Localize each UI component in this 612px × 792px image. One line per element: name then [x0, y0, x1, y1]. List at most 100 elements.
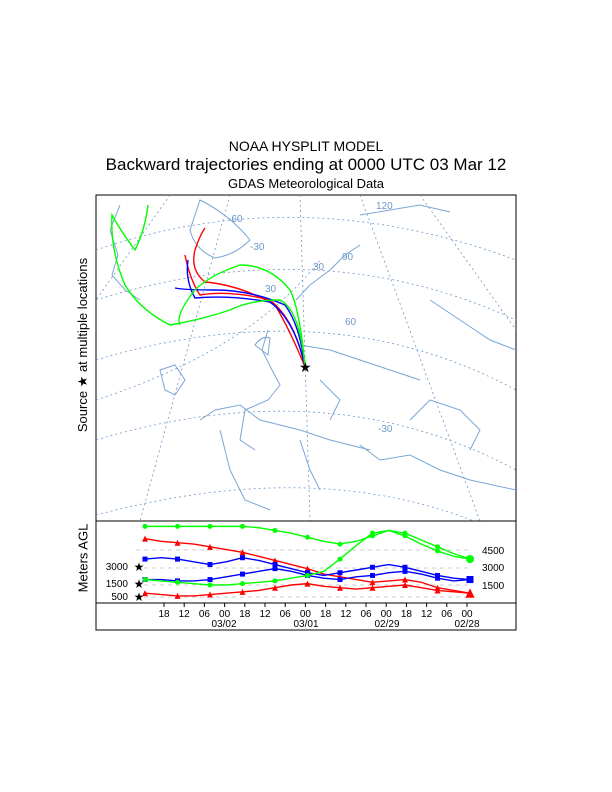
grid-label: -60: [228, 214, 243, 225]
x-tick-label: 12: [421, 609, 433, 620]
date-label: 02/29: [374, 619, 399, 630]
start-star-icon: ★: [134, 590, 145, 604]
grid-label: 30: [265, 284, 277, 295]
x-tick-label: 12: [340, 609, 352, 620]
agl-data-point: [435, 548, 440, 554]
grid-label: 30: [313, 262, 325, 273]
agl-data-point: [370, 564, 375, 570]
x-tick-label: 00: [381, 609, 393, 620]
date-label: 03/01: [293, 619, 318, 630]
agl-frame: [95, 520, 517, 631]
start-height-labels: 500 ★ 1500 ★ 3000 ★: [106, 560, 145, 604]
x-tick-label: 18: [401, 609, 413, 620]
agl-data-point: [305, 534, 310, 540]
agl-data-point: [305, 570, 310, 576]
map-panel: 120 90 -30 30 60 -30 -60 30 ★: [95, 194, 517, 522]
agl-data-point: [370, 572, 375, 578]
date-label: 02/28: [454, 619, 479, 630]
agl-data-point: [369, 584, 376, 591]
map-frame: [95, 194, 517, 522]
agl-data-point: [272, 557, 278, 564]
agl-data-point: [142, 535, 148, 542]
start-star-icon: ★: [134, 560, 145, 574]
agl-data-point: [402, 582, 408, 588]
agl-data-point: [272, 578, 278, 584]
agl-series-line: [145, 525, 471, 560]
agl-data-point: [304, 565, 311, 572]
agl-data-point: [402, 568, 408, 574]
agl-data-point: [142, 577, 148, 583]
grid-label: -30: [378, 424, 393, 435]
agl-data-point: [370, 530, 375, 536]
agl-data-point: [240, 523, 245, 529]
agl-data-point: [175, 556, 180, 562]
agl-data-point: [337, 570, 343, 576]
source-star: ★: [299, 359, 312, 375]
start-star-icon: ★: [134, 577, 145, 591]
end-height-label: 3000: [482, 563, 505, 574]
x-tick-label: 06: [360, 609, 372, 620]
map-trajectories: [111, 204, 306, 368]
grid-label: -30: [250, 242, 265, 253]
agl-data-point: [174, 539, 181, 546]
map-trajectory-green-b: [111, 204, 306, 368]
agl-data-point: [465, 588, 475, 598]
agl-data-point: [466, 576, 474, 584]
agl-data-point: [207, 543, 213, 550]
map-trajectory-blue-b: [186, 259, 306, 368]
x-tick-label: 06: [199, 609, 211, 620]
grid-label: 120: [376, 201, 393, 212]
agl-data-point: [304, 580, 311, 587]
end-height-label: 1500: [482, 581, 505, 592]
grid-label: 90: [342, 252, 354, 263]
agl-data-point: [337, 541, 343, 547]
date-label: 03/02: [211, 619, 236, 630]
x-tick-label: 18: [158, 609, 170, 620]
agl-data-point: [402, 533, 408, 539]
x-tick-label: 12: [179, 609, 191, 620]
agl-data-point: [175, 523, 180, 529]
agl-data-point: [305, 572, 310, 578]
agl-data-point: [435, 572, 440, 578]
agl-data-point: [337, 584, 343, 591]
grid-labels: 120 90 -30 30 60 -30 -60 30: [228, 201, 393, 435]
agl-data-point: [337, 556, 343, 562]
agl-data-point: [434, 584, 441, 591]
x-tick-label: 18: [320, 609, 332, 620]
agl-data-point: [369, 579, 376, 586]
end-height-labels: 4500 3000 1500: [482, 546, 505, 592]
graticule: [96, 195, 516, 521]
agl-data-point: [142, 556, 148, 562]
x-tick-label: 00: [461, 609, 473, 620]
agl-data-point: [174, 592, 181, 599]
agl-data-point: [240, 555, 245, 561]
map-trajectory-blue-a: [174, 287, 306, 368]
agl-data-point: [402, 576, 408, 583]
start-height-label: 1500: [106, 579, 129, 590]
agl-data-point: [207, 562, 213, 568]
model-title: NOAA HYSPLIT MODEL: [228, 138, 384, 154]
agl-data-point: [207, 577, 213, 583]
start-height-label: 3000: [106, 562, 129, 573]
x-tick-label: 06: [280, 609, 292, 620]
agl-data-point: [240, 571, 245, 577]
agl-data-point: [337, 577, 343, 583]
x-tick-label: 18: [239, 609, 251, 620]
agl-data-point: [272, 527, 278, 533]
x-tick-label: 06: [441, 609, 453, 620]
agl-series-group: [142, 523, 475, 599]
agl-data-point: [402, 564, 408, 570]
map-trajectory-red-b: [184, 254, 306, 368]
agl-data-point: [239, 549, 246, 556]
end-height-label: 4500: [482, 546, 505, 557]
chart-title: Backward trajectories ending at 0000 UTC…: [105, 155, 507, 174]
data-source: GDAS Meteorological Data: [227, 176, 385, 191]
agl-data-point: [435, 575, 440, 581]
agl-data-point: [142, 523, 148, 529]
agl-data-point: [240, 581, 245, 587]
agl-data-point: [239, 588, 246, 595]
start-height-label: 500: [111, 592, 128, 603]
